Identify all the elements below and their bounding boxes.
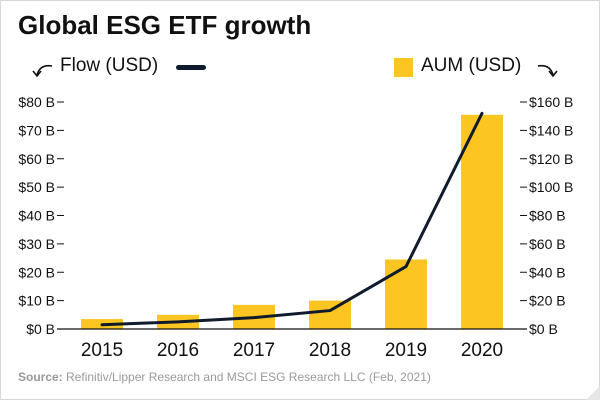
left-axis-tick-label: $30 B	[18, 236, 55, 252]
page-fold-corner	[586, 386, 600, 400]
x-axis-tick-label: 2016	[157, 340, 199, 361]
x-axis-tick-label: 2017	[233, 340, 275, 361]
aum-bar-2018	[309, 300, 351, 329]
left-axis-tick-label: $80 B	[18, 94, 55, 110]
left-axis-tick-label: $20 B	[18, 264, 55, 280]
left-axis-arrow-icon	[32, 64, 53, 78]
right-axis-tick-label: $100 B	[529, 179, 573, 195]
legend-aum-bar-swatch	[394, 58, 413, 77]
left-axis-tick-label: $40 B	[18, 208, 55, 224]
right-axis-tick-label: $0 B	[529, 321, 558, 337]
aum-bar-2020	[461, 114, 503, 329]
legend-flow-label: Flow (USD)	[60, 55, 159, 76]
right-axis-tick-label: $120 B	[529, 151, 573, 167]
left-axis-tick-label: $50 B	[18, 179, 55, 195]
right-axis-tick-label: $140 B	[529, 122, 573, 138]
source-note: Source: Refinitiv/Lipper Research and MS…	[18, 370, 431, 384]
source-label: Source:	[18, 370, 63, 384]
flow-line	[100, 111, 484, 327]
aum-bar-2019	[385, 259, 427, 329]
right-axis-tick-label: $160 B	[529, 94, 573, 110]
right-axis-tick-label: $40 B	[529, 264, 566, 280]
x-axis-tick-label: 2018	[309, 340, 351, 361]
left-axis-tick-label: $60 B	[18, 151, 55, 167]
legend-aum-label: AUM (USD)	[421, 55, 522, 76]
left-axis-tick-label: $0 B	[26, 321, 55, 337]
right-axis-tick-label: $20 B	[529, 293, 566, 309]
x-axis-tick-label: 2019	[385, 340, 427, 361]
source-text: Refinitiv/Lipper Research and MSCI ESG R…	[66, 370, 431, 384]
right-axis-tick-label: $80 B	[529, 208, 566, 224]
left-axis-tick-label: $70 B	[18, 122, 55, 138]
legend-flow-line-swatch	[176, 65, 206, 70]
right-axis-tick-label: $60 B	[529, 236, 566, 252]
chart-title: Global ESG ETF growth	[18, 10, 312, 40]
x-axis-tick-label: 2015	[81, 340, 123, 361]
left-axis-tick-label: $10 B	[18, 293, 55, 309]
right-axis-arrow-icon	[537, 64, 558, 78]
x-axis-tick-label: 2020	[461, 340, 503, 361]
